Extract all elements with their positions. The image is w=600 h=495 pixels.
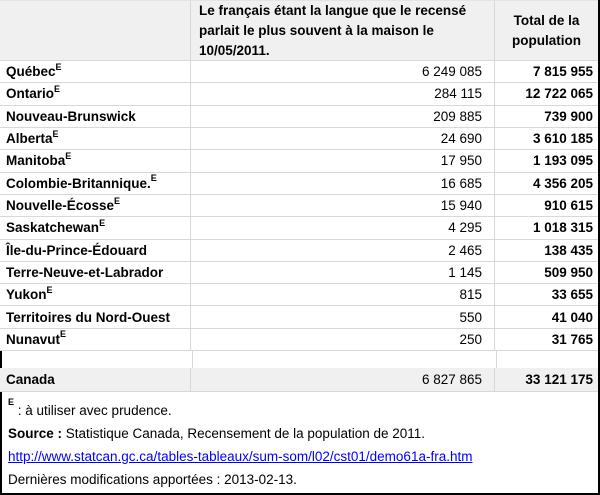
table-header-row: Le français étant la langue que le recen… xyxy=(0,0,598,61)
french-speakers-value: 550 xyxy=(191,306,495,328)
total-row-label: Canada xyxy=(0,368,191,392)
total-population-value: 138 435 xyxy=(544,242,593,258)
spacer-cell xyxy=(497,351,598,368)
source-label: Source : xyxy=(8,426,63,442)
province-label: Terre-Neuve-et-Labrador xyxy=(0,261,191,284)
french-speakers-value: 17 950 xyxy=(191,150,495,172)
source-text: Statistique Canada, Recensement de la po… xyxy=(62,426,426,442)
province-label: Manitoba E xyxy=(0,150,191,172)
footnote-caution-text: : à utiliser avec prudence. xyxy=(14,403,172,419)
province-name: Nunavut xyxy=(6,331,60,347)
province-label: Nouvelle-Écosse E xyxy=(0,194,191,217)
source-note: Source : Statistique Canada, Recensement… xyxy=(8,422,592,445)
total-population-value: 1 018 315 xyxy=(532,220,593,236)
table-row-ile-du-prince-edouard: Île-du-Prince-Édouard 2 465 138 435 xyxy=(0,239,598,262)
total-population-value: 41 040 xyxy=(551,309,593,325)
table-row-saskatchewan: Saskatchewan E 4 295 1 018 315 xyxy=(0,217,598,240)
header-total-population-cell: Total de la population xyxy=(512,12,581,48)
province-name: Manitoba xyxy=(6,153,66,169)
total-population-value: 1 193 095 xyxy=(532,153,593,169)
province-label: Saskatchewan E xyxy=(0,217,191,239)
french-speakers-value: 6 249 085 xyxy=(191,61,495,83)
table-row-alberta: Alberta E 24 690 3 610 185 xyxy=(0,127,598,151)
source-link-line: http://www.statcan.gc.ca/tables-tableaux… xyxy=(8,445,592,468)
french-speakers-value: 815 xyxy=(191,284,495,306)
province-label: Nunavut E xyxy=(0,328,191,351)
french-speakers-value: 1 145 xyxy=(191,261,495,284)
table-row-quebec: Québec E 6 249 085 7 815 955 xyxy=(0,61,598,84)
province-name: Québec xyxy=(6,64,56,80)
province-label: Ontario E xyxy=(0,83,191,105)
province-label: Nouveau-Brunswick xyxy=(0,105,191,127)
spacer-row xyxy=(0,351,598,369)
footnote-flag: E xyxy=(8,396,15,407)
total-population-value: 3 610 185 xyxy=(532,131,593,147)
french-speakers-value: 16 685 xyxy=(191,172,495,194)
province-label: Yukon E xyxy=(0,284,191,306)
province-label: Québec E xyxy=(0,61,191,83)
province-label: Île-du-Prince-Édouard xyxy=(0,239,191,261)
province-name: Nouveau-Brunswick xyxy=(6,108,136,124)
province-name: Île-du-Prince-Édouard xyxy=(6,242,148,258)
footnotes-section: E : à utiliser avec prudence. Source : S… xyxy=(0,392,598,493)
last-modified-note: Dernières modifications apportées : 2013… xyxy=(8,472,297,488)
french-speakers-value: 209 885 xyxy=(191,105,495,127)
total-row-french-speakers-value: 6 827 865 xyxy=(191,368,495,392)
province-label: Alberta E xyxy=(0,127,191,150)
total-population-value: 509 950 xyxy=(544,264,593,280)
french-speakers-value: 250 xyxy=(191,328,495,351)
table-row-nouvelle-ecosse: Nouvelle-Écosse E 15 940 910 615 xyxy=(0,194,598,218)
total-population-value: 33 655 xyxy=(551,287,593,303)
province-name: Terre-Neuve-et-Labrador xyxy=(6,264,164,280)
total-population-value: 4 356 205 xyxy=(532,175,593,191)
province-name: Territoires du Nord-Ouest xyxy=(6,309,171,325)
province-name: Alberta xyxy=(6,131,53,147)
total-population-value: 910 615 xyxy=(544,198,593,214)
province-name: Yukon xyxy=(6,287,47,303)
table-row-yukon: Yukon E 815 33 655 xyxy=(0,284,598,307)
source-link[interactable]: http://www.statcan.gc.ca/tables-tableaux… xyxy=(8,449,473,465)
table-row-terre-neuve-et-labrador: Terre-Neuve-et-Labrador 1 145 509 950 xyxy=(0,261,598,285)
province-name: Saskatchewan xyxy=(6,220,100,236)
french-speakers-value: 24 690 xyxy=(191,127,495,150)
table-row-ontario: Ontario E 284 115 12 722 065 xyxy=(0,83,598,106)
province-name: Nouvelle-Écosse xyxy=(6,198,115,214)
total-population-value: 31 765 xyxy=(551,331,593,347)
province-label: Territoires du Nord-Ouest xyxy=(0,306,191,328)
spacer-cell xyxy=(193,351,497,369)
spacer-cell xyxy=(2,351,193,369)
french-speakers-value: 4 295 xyxy=(191,217,495,239)
french-speakers-value: 15 940 xyxy=(191,194,495,217)
header-province-cell xyxy=(0,1,191,60)
table-row-nouveau-brunswick: Nouveau-Brunswick 209 885 739 900 xyxy=(0,105,598,128)
province-name: Ontario xyxy=(6,86,55,102)
table-row-nunavut: Nunavut E 250 31 765 xyxy=(0,328,598,352)
total-population-value: 739 900 xyxy=(544,108,593,124)
total-population-value: 12 722 065 xyxy=(525,86,593,102)
french-speakers-value: 284 115 xyxy=(191,83,495,105)
footnote-caution: E : à utiliser avec prudence. xyxy=(8,396,592,422)
total-population-value: 7 815 955 xyxy=(532,64,593,80)
table-row-territoires-du-nord-ouest: Territoires du Nord-Ouest 550 41 040 xyxy=(0,306,598,329)
province-name: Colombie-Britannique. xyxy=(6,175,151,191)
header-french-language-cell: Le français étant la langue que le recen… xyxy=(191,1,495,60)
province-label: Colombie-Britannique. E xyxy=(0,172,191,194)
table-row-manitoba: Manitoba E 17 950 1 193 095 xyxy=(0,150,598,173)
table-row-colombie-britannique: Colombie-Britannique. E 16 685 4 356 205 xyxy=(0,172,598,195)
french-speakers-value: 2 465 xyxy=(191,239,495,261)
total-row-population-value: 33 121 175 xyxy=(525,372,593,388)
table-row-canada-total: Canada 6 827 865 33 121 175 xyxy=(0,368,598,393)
